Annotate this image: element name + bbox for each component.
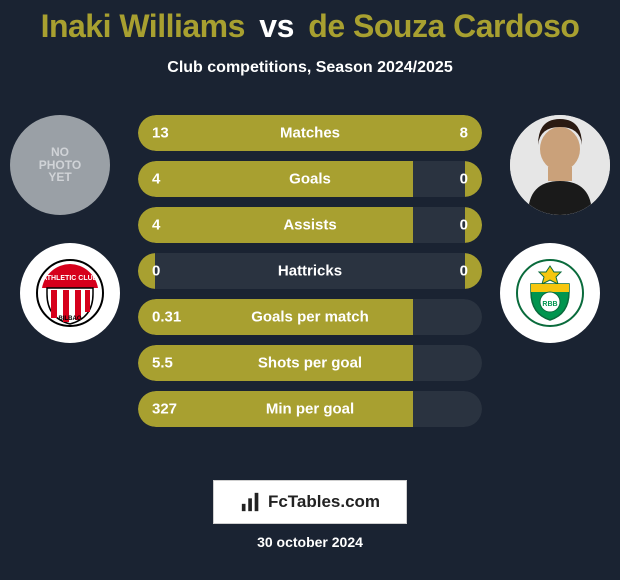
stat-label: Min per goal bbox=[138, 401, 482, 418]
bar-chart-icon bbox=[240, 491, 262, 513]
stat-value-right: 0 bbox=[460, 217, 468, 234]
real-betis-crest-icon: RBB bbox=[515, 258, 585, 328]
stat-value-right: 0 bbox=[460, 263, 468, 280]
stat-label: Matches bbox=[138, 125, 482, 142]
title-player1: Inaki Williams bbox=[41, 8, 245, 44]
player1-club-crest: ATHLETIC CLUB BILBAO bbox=[20, 243, 120, 343]
comparison-card: Inaki Williams vs de Souza Cardoso Club … bbox=[0, 0, 620, 580]
stats-area: NO PHOTO YET ATHLETIC CLUB bbox=[0, 115, 620, 435]
svg-text:RBB: RBB bbox=[542, 301, 557, 308]
svg-text:ATHLETIC CLUB: ATHLETIC CLUB bbox=[42, 275, 97, 282]
date-label: 30 october 2024 bbox=[0, 534, 620, 550]
no-photo-line1: NO bbox=[51, 146, 69, 159]
fctables-link[interactable]: FcTables.com bbox=[213, 480, 407, 524]
title-player2: de Souza Cardoso bbox=[308, 8, 579, 44]
no-photo-line3: YET bbox=[48, 171, 71, 184]
stat-label: Goals bbox=[138, 171, 482, 188]
stat-row: 13Matches8 bbox=[138, 115, 482, 151]
player2-avatar bbox=[510, 115, 610, 215]
title-vs: vs bbox=[259, 8, 294, 44]
fctables-label: FcTables.com bbox=[268, 492, 380, 512]
athletic-club-crest-icon: ATHLETIC CLUB BILBAO bbox=[35, 258, 105, 328]
player1-avatar: NO PHOTO YET bbox=[10, 115, 110, 215]
stat-row: 4Goals0 bbox=[138, 161, 482, 197]
footer-logo-row: FcTables.com bbox=[0, 480, 620, 524]
page-title: Inaki Williams vs de Souza Cardoso bbox=[0, 0, 620, 45]
stat-label: Assists bbox=[138, 217, 482, 234]
player2-photo-icon bbox=[510, 115, 610, 215]
stat-label: Shots per goal bbox=[138, 355, 482, 372]
stat-row: 0Hattricks0 bbox=[138, 253, 482, 289]
subtitle: Club competitions, Season 2024/2025 bbox=[0, 59, 620, 77]
svg-text:BILBAO: BILBAO bbox=[59, 316, 82, 322]
stat-row: 327Min per goal bbox=[138, 391, 482, 427]
stat-row: 4Assists0 bbox=[138, 207, 482, 243]
player2-club-crest: RBB bbox=[500, 243, 600, 343]
stat-label: Hattricks bbox=[138, 263, 482, 280]
stat-row: 0.31Goals per match bbox=[138, 299, 482, 335]
stat-bars: 13Matches84Goals04Assists00Hattricks00.3… bbox=[138, 115, 482, 437]
stat-value-right: 0 bbox=[460, 171, 468, 188]
stat-label: Goals per match bbox=[138, 309, 482, 326]
stat-value-right: 8 bbox=[460, 125, 468, 142]
stat-row: 5.5Shots per goal bbox=[138, 345, 482, 381]
